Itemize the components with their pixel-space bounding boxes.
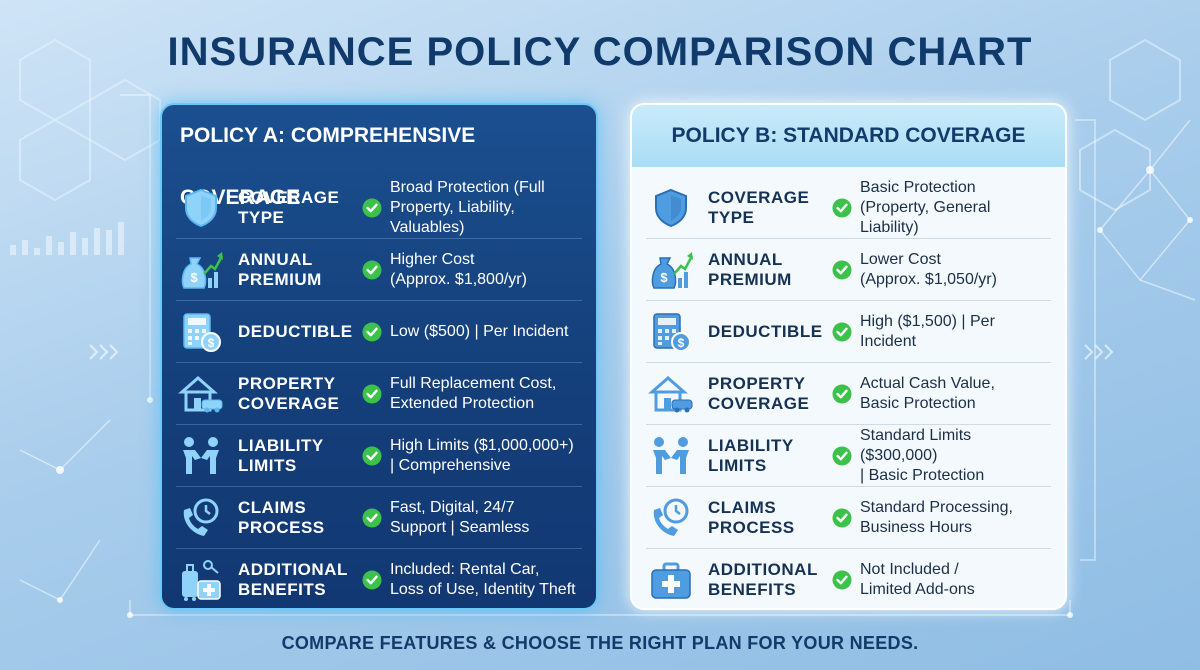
row-description: Actual Cash Value, Basic Protection — [860, 374, 995, 412]
comparison-row: LIABILITY LIMITS High Limits ($1,000,000+… — [176, 425, 582, 487]
row-description: High ($1,500) | Per Incident — [860, 312, 995, 350]
row-label: DEDUCTIBLE — [238, 321, 353, 341]
comparison-row: $ ANNUAL PREMIUM Lower Cost (Approx. $1,05… — [646, 239, 1051, 301]
row-description: Standard Limits ($300,000) | Basic Prote… — [860, 426, 985, 484]
row-description: Included: Rental Car, Loss of Use, Ident… — [390, 561, 576, 598]
comparison-row: $ DEDUCTIBLE Low ($500) | Per Incident — [176, 301, 582, 363]
svg-text:$: $ — [678, 336, 685, 350]
svg-text:$: $ — [660, 270, 668, 285]
card-header: POLICY B: STANDARD COVERAGE — [632, 105, 1065, 167]
row-label: ANNUAL PREMIUM — [708, 249, 792, 289]
check-icon — [826, 198, 852, 218]
page-title: INSURANCE POLICY COMPARISON CHART — [167, 30, 1033, 74]
phone-clock-icon — [176, 493, 226, 543]
comparison-row: PROPERTY COVERAGE Full Replacement Cost, … — [176, 363, 582, 425]
house-car-icon — [176, 369, 226, 419]
comparison-row: COVERAGE TYPE Basic Protection (Property,… — [646, 177, 1051, 239]
luggage-medkit-icon — [176, 555, 226, 605]
calculator-icon: $ — [646, 307, 696, 357]
check-icon — [356, 446, 382, 466]
calculator-icon: $ — [176, 307, 226, 357]
row-label: ADDITIONAL BENEFITS — [708, 560, 818, 599]
row-description: High Limits ($1,000,000+) | Comprehensiv… — [390, 436, 574, 474]
check-icon — [356, 384, 382, 404]
handshake-icon — [646, 431, 696, 481]
row-label: CLAIMS PROCESS — [238, 497, 325, 537]
row-label: PROPERTY COVERAGE — [708, 373, 810, 413]
check-icon — [356, 508, 382, 528]
phone-clock-icon — [646, 493, 696, 543]
comparison-row: ADDITIONAL BENEFITS Not Included / Limite… — [646, 549, 1051, 608]
comparison-row: CLAIMS PROCESS Fast, Digital, 24/7 Suppor… — [176, 487, 582, 549]
footer-tagline: COMPARE FEATURES & CHOOSE THE RIGHT PLAN… — [281, 633, 919, 653]
row-description: Broad Protection (Full Property, Liabili… — [390, 178, 545, 236]
check-icon — [356, 260, 382, 280]
row-label: CLAIMS PROCESS — [708, 497, 795, 537]
comparison-row: $ ANNUAL PREMIUM Higher Cost (Approx. $1,8… — [176, 239, 582, 301]
row-label: PROPERTY COVERAGE — [238, 373, 340, 413]
check-icon — [826, 322, 852, 342]
comparison-row: CLAIMS PROCESS Standard Processing, Busin… — [646, 487, 1051, 549]
row-description: Full Replacement Cost, Extended Protecti… — [390, 374, 557, 412]
row-description: Not Included / Limited Add-ons — [860, 561, 975, 598]
check-icon — [356, 322, 382, 342]
check-icon — [826, 384, 852, 404]
check-icon — [826, 446, 852, 466]
policy-b-card: POLICY B: STANDARD COVERAGE COVERAGE TYPE… — [630, 103, 1067, 610]
money-bag-icon: $ — [646, 245, 696, 295]
row-description: Higher Cost (Approx. $1,800/yr) — [390, 250, 527, 288]
check-icon — [826, 260, 852, 280]
comparison-row: PROPERTY COVERAGE Actual Cash Value, Basi… — [646, 363, 1051, 425]
money-bag-icon: $ — [176, 245, 226, 295]
comparison-row: COVERAGE TYPE Broad Protection (Full Prop… — [176, 177, 582, 239]
row-label: ADDITIONAL BENEFITS — [238, 560, 348, 599]
policy-a-card: POLICY A: COMPREHENSIVE COVERAGE COVERAGE… — [160, 103, 598, 610]
row-label: COVERAGE TYPE — [708, 187, 810, 227]
check-icon — [826, 570, 852, 590]
row-label: ANNUAL PREMIUM — [238, 249, 322, 289]
check-icon — [356, 570, 382, 590]
row-label: LIABILITY LIMITS — [238, 435, 324, 475]
shield-icon — [646, 183, 696, 233]
row-label: DEDUCTIBLE — [708, 321, 823, 341]
row-description: Basic Protection (Property, General Liab… — [860, 178, 991, 236]
card-header: POLICY A: COMPREHENSIVE COVERAGE — [180, 124, 476, 209]
svg-text:$: $ — [208, 336, 215, 350]
house-car-icon — [646, 369, 696, 419]
row-description: Fast, Digital, 24/7 Support | Seamless — [390, 498, 530, 536]
row-label: LIABILITY LIMITS — [708, 435, 794, 475]
comparison-row: ADDITIONAL BENEFITS Included: Rental Car,… — [176, 549, 582, 608]
handshake-icon — [176, 431, 226, 481]
row-description: Standard Processing, Business Hours — [860, 498, 1013, 536]
row-description: Lower Cost (Approx. $1,050/yr) — [860, 250, 997, 288]
row-label: COVERAGE TYPE — [238, 187, 340, 227]
comparison-row: $ DEDUCTIBLE High ($1,500) | Per Incident — [646, 301, 1051, 363]
row-description: Low ($500) | Per Incident — [390, 322, 569, 340]
svg-text:$: $ — [190, 270, 198, 285]
check-icon — [826, 508, 852, 528]
medkit-icon — [646, 555, 696, 605]
comparison-row: LIABILITY LIMITS Standard Limits ($300,00… — [646, 425, 1051, 487]
shield-icon — [176, 183, 226, 233]
check-icon — [356, 198, 382, 218]
